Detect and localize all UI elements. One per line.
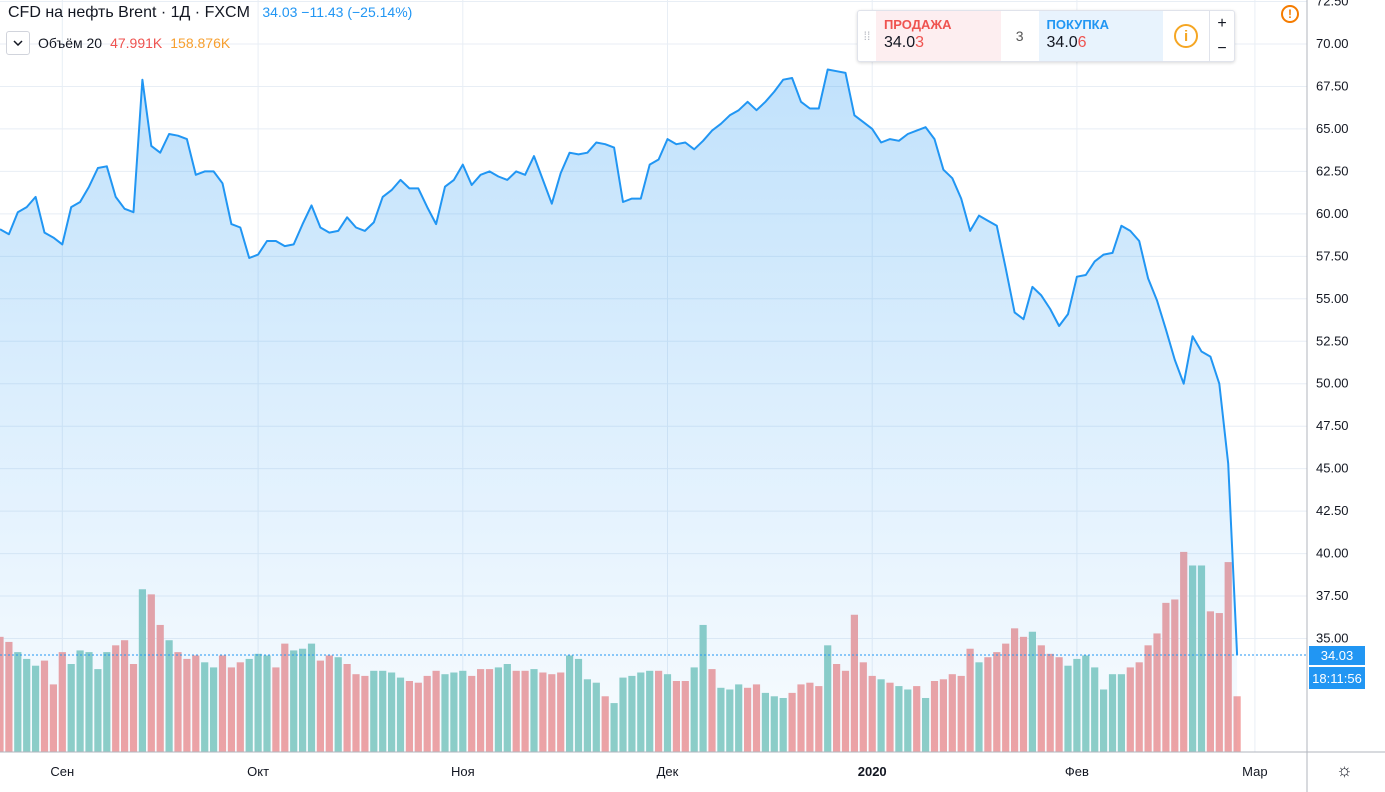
y-tick-label: 50.00 (1316, 376, 1349, 391)
x-tick-label: Окт (247, 764, 269, 779)
y-tick-label: 67.50 (1316, 78, 1349, 93)
y-tick-label: 60.00 (1316, 206, 1349, 221)
price-line (0, 68, 1239, 656)
sell-label: ПРОДАЖА (883, 17, 952, 32)
info-icon: i (1174, 24, 1199, 48)
x-tick-label: Ноя (451, 764, 475, 779)
x-tick-label: Мар (1242, 764, 1267, 779)
x-tick-label: Фев (1065, 764, 1089, 779)
y-tick-label: 47.50 (1316, 418, 1349, 433)
spread-value: 3 (1015, 28, 1024, 44)
buy-price: 34.0 (1046, 34, 1078, 51)
minus-button[interactable]: − (1217, 39, 1227, 57)
volume-ma-value: 158.876K (170, 35, 231, 51)
sell-price: 34.0 (883, 34, 916, 51)
drag-handle-icon[interactable]: ⁞⁞ (863, 29, 871, 43)
y-tick-label: 40.00 (1316, 546, 1349, 561)
y-tick-label: 55.00 (1316, 291, 1349, 306)
price-change-quote: 34.03 −11.43 (−25.14%) (262, 4, 413, 20)
x-tick-label: Сен (50, 764, 74, 779)
trade-panel: ⁞⁞ ПРОДАЖА 34.03 3 ПОКУПКА 34.06 i + − (857, 10, 1235, 62)
y-tick-label: 37.50 (1316, 588, 1349, 603)
x-tick-label: Дек (657, 764, 679, 779)
order-size-stepper: + − (1209, 11, 1234, 61)
y-tick-label: 62.50 (1316, 163, 1349, 178)
warning-icon[interactable]: ! (1281, 5, 1299, 23)
last-price-tag: 34.03 (1309, 645, 1365, 665)
chevron-down-icon[interactable] (6, 31, 30, 55)
volume-value: 47.991K (110, 35, 163, 51)
y-tick-label: 57.50 (1316, 248, 1349, 263)
y-tick-label: 52.50 (1316, 333, 1349, 348)
buy-label: ПОКУПКА (1046, 17, 1109, 32)
volume-label: Объём 20 (38, 35, 103, 51)
buy-price-last-digit: 6 (1077, 34, 1087, 51)
y-tick-label: 35.00 (1316, 631, 1349, 646)
y-tick-label: 65.00 (1316, 121, 1349, 136)
buy-button[interactable]: ПОКУПКА 34.06 (1038, 11, 1164, 61)
plus-button[interactable]: + (1217, 14, 1227, 32)
bar-countdown: 18:11:56 (1309, 667, 1365, 689)
x-tick-label: 2020 (858, 764, 887, 779)
sell-button[interactable]: ПРОДАЖА 34.03 (875, 11, 1001, 61)
price-area (0, 68, 1239, 752)
symbol-title[interactable]: CFD на нефть Brent · 1Д · FXCM (8, 4, 250, 21)
info-button[interactable]: i (1163, 11, 1209, 61)
y-tick-label: 72.50 (1316, 0, 1349, 9)
sell-price-last-digit: 3 (915, 34, 924, 51)
y-tick-label: 42.50 (1316, 503, 1349, 518)
price-area-fill (0, 69, 1238, 752)
y-tick-label: 70.00 (1316, 36, 1349, 51)
volume-legend: Объём 20 47.991K 158.876K (6, 31, 230, 55)
gear-icon[interactable]: ☼ (1336, 760, 1353, 780)
y-tick-label: 45.00 (1316, 461, 1349, 476)
chart-header: CFD на нефть Brent · 1Д · FXCM 34.03 −11… (8, 4, 412, 22)
